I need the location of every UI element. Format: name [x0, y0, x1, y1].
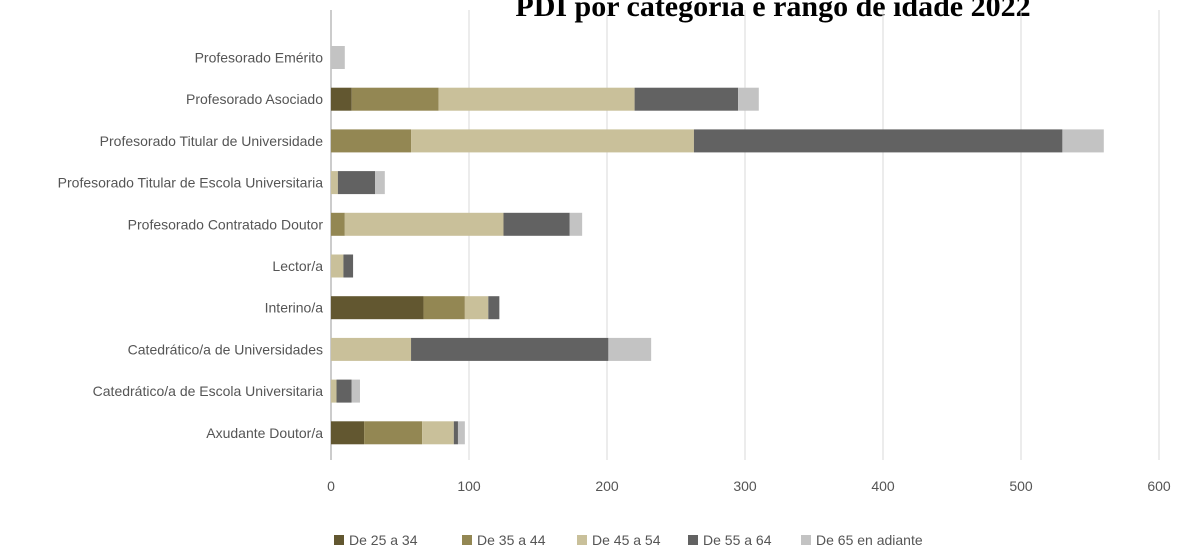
bar-segment — [331, 129, 412, 153]
bar-segment — [464, 296, 489, 320]
bar-segment — [488, 296, 500, 320]
legend-swatch — [801, 535, 811, 545]
bars — [331, 46, 1104, 445]
bar-segment — [336, 379, 352, 403]
bar-segment — [344, 212, 504, 236]
legend-swatch — [688, 535, 698, 545]
bar-segment — [569, 212, 583, 236]
category-label: Lector/a — [272, 258, 323, 274]
bar-segment — [1062, 129, 1104, 153]
category-label: Catedrático/a de Universidades — [128, 341, 323, 357]
x-tick-label: 200 — [595, 478, 619, 494]
bar-segment — [331, 337, 412, 361]
bar-segment — [411, 129, 694, 153]
legend-label: De 65 en adiante — [816, 532, 923, 548]
bar-segment — [693, 129, 1063, 153]
legend-label: De 35 a 44 — [477, 532, 546, 548]
bar-segment — [375, 171, 385, 195]
bar-segment — [331, 296, 424, 320]
bar-segment — [331, 379, 337, 403]
bar-segment — [423, 296, 465, 320]
x-tick-label: 0 — [327, 478, 335, 494]
bar-segment — [438, 87, 635, 111]
category-label: Profesorado Asociado — [186, 91, 323, 107]
x-tick-label: 400 — [871, 478, 895, 494]
x-tick-label: 300 — [733, 478, 757, 494]
legend-label: De 25 a 34 — [349, 532, 418, 548]
bar-segment — [634, 87, 739, 111]
category-label: Axudante Doutor/a — [206, 425, 323, 441]
legend-swatch — [334, 535, 344, 545]
category-label: Profesorado Contratado Doutor — [128, 216, 324, 232]
legend-label: De 45 a 54 — [592, 532, 661, 548]
legend-swatch — [462, 535, 472, 545]
x-tick-label: 100 — [457, 478, 481, 494]
bar-segment — [351, 87, 439, 111]
bar-segment — [331, 421, 365, 445]
bar-segment — [738, 87, 759, 111]
bar-segment — [331, 212, 345, 236]
legend: De 25 a 34 De 35 a 44 De 45 a 54 De 55 a 64… — [334, 532, 923, 548]
bar-segment — [331, 254, 344, 278]
category-label: Profesorado Titular de Escola Universita… — [58, 175, 324, 191]
bar-segment — [331, 171, 338, 195]
bar-segment — [331, 46, 345, 69]
bar-segment — [457, 421, 465, 445]
bar-segment — [351, 379, 360, 403]
category-label: Profesorado Emérito — [195, 50, 324, 66]
bar-segment — [503, 212, 570, 236]
bar-segment — [422, 421, 454, 445]
bar-segment — [453, 421, 458, 445]
category-labels: Profesorado Emérito Profesorado Asociado P… — [58, 50, 324, 441]
bar-segment — [331, 87, 352, 111]
bar-segment — [411, 337, 609, 361]
legend-swatch — [577, 535, 587, 545]
category-label: Catedrático/a de Escola Universitaria — [93, 383, 324, 399]
legend-label: De 55 a 64 — [703, 532, 772, 548]
x-tick-labels: 0 100 200 300 400 500 600 — [327, 478, 1171, 494]
x-tick-label: 500 — [1009, 478, 1033, 494]
chart-title: PDI por categoría e rango de idade 2022 — [515, 0, 1030, 23]
bar-segment — [343, 254, 354, 278]
category-label: Interino/a — [265, 300, 324, 316]
bar-segment — [364, 421, 423, 445]
bar-segment — [608, 337, 652, 361]
gridlines — [330, 10, 1160, 460]
bar-segment — [337, 171, 376, 195]
x-tick-label: 600 — [1147, 478, 1171, 494]
category-label: Profesorado Titular de Universidade — [100, 133, 324, 149]
